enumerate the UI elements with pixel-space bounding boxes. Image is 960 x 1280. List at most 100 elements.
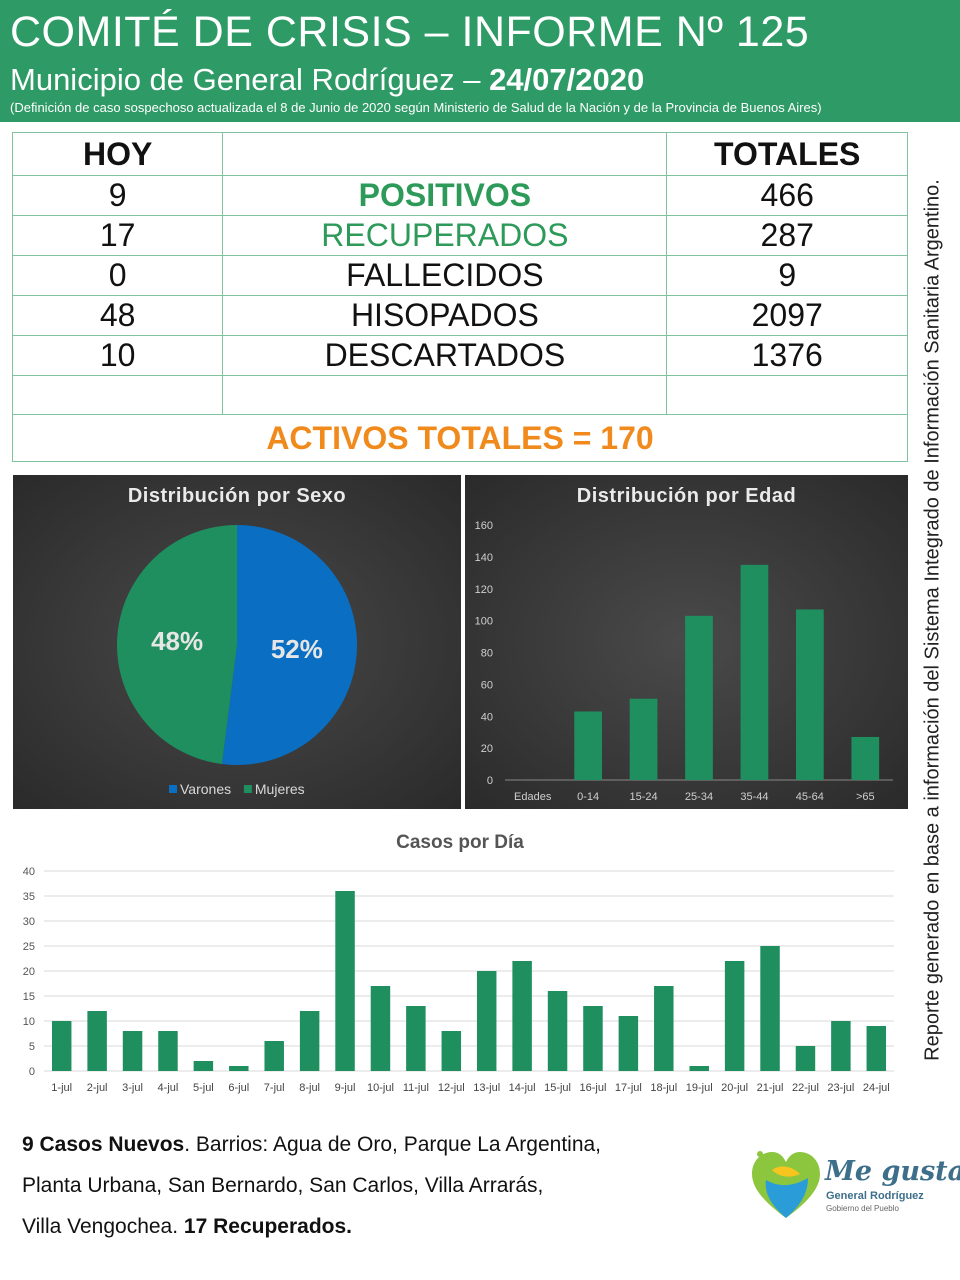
recovered-count: 17 Recuperados. (183, 1215, 352, 1238)
table-row: 9 POSITIVOS 466 (11, 175, 908, 216)
legend-swatch-varones (169, 785, 177, 793)
chart-panel-sexo: 52% 48% Varones Mujeres Distribución por Se… (13, 475, 461, 809)
blank-cell (666, 375, 908, 415)
bar (760, 946, 780, 1071)
legend-label-mujeres: Mujeres (255, 781, 305, 797)
bar (547, 991, 568, 1071)
y-tick-label: 20 (481, 743, 493, 755)
activos-totales: ACTIVOS TOTALES = 170 (12, 414, 908, 462)
x-tick-label: 24-jul (863, 1082, 890, 1094)
x-tick-label: 20-jul (721, 1082, 748, 1094)
x-tick-label: 10-jul (367, 1082, 394, 1094)
bar-chart-casos: 0 5 10 15 20 25 30 35 40 1-jul 2-jul 3-jul 4-jul 5-ju… (23, 866, 894, 1094)
bar (335, 891, 355, 1071)
y-tick-label: 140 (475, 552, 493, 564)
pie-slice-varones (221, 525, 357, 765)
row-total: 1376 (666, 335, 908, 376)
table-header-row: HOY TOTALES (11, 132, 908, 176)
y-tick-label: 25 (23, 941, 35, 953)
page-title: COMITÉ DE CRISIS – INFORME Nº 125 (10, 8, 810, 56)
x-tick-label: 14-jul (509, 1082, 536, 1094)
row-total: 287 (666, 215, 908, 256)
table-row-blank (11, 375, 908, 415)
new-cases-count: 9 Casos Nuevos (22, 1133, 185, 1156)
blank-cell (11, 375, 224, 415)
x-tick-label: 1-jul (51, 1082, 72, 1094)
bar (629, 698, 658, 780)
bar (441, 1031, 462, 1071)
y-tick-label: 20 (23, 966, 35, 978)
summary-table: HOY TOTALES 9 POSITIVOS 466 17 RECUPERAD… (11, 132, 908, 462)
table-row: 0 FALLECIDOS 9 (11, 255, 908, 296)
chart-panel-edad: 0 20 40 60 80 100 120 140 160 Edades 0-14 15-24 25-3… (465, 475, 908, 809)
y-tick-label: 40 (23, 866, 35, 878)
bar (193, 1061, 214, 1071)
bar (264, 1041, 284, 1071)
row-label-positivos: POSITIVOS (222, 175, 668, 216)
footer-line-1: 9 Casos Nuevos. Barrios: Agua de Oro, Pa… (22, 1124, 722, 1165)
bar (158, 1031, 178, 1071)
municipal-logo: Me gusta General Rodríguez Gobierno del … (750, 1148, 960, 1228)
footer-line-3: Villa Vengochea. 17 Recuperados. (22, 1206, 722, 1247)
heart-logo-icon (752, 1151, 820, 1218)
chart-title-sexo: Distribución por Sexo (127, 485, 347, 507)
pie-slice-mujeres (116, 525, 237, 765)
bar (370, 986, 391, 1071)
header-banner: COMITÉ DE CRISIS – INFORME Nº 125 Munici… (0, 0, 960, 122)
bar (583, 1006, 603, 1071)
header-empty (222, 132, 668, 176)
bar (618, 1016, 639, 1071)
x-tick-label: 17-jul (615, 1082, 642, 1094)
x-tick-label: 5-jul (193, 1082, 214, 1094)
x-tick-label: 4-jul (158, 1082, 179, 1094)
y-tick-label: 80 (481, 648, 493, 660)
x-tick-label: 2-jul (87, 1082, 108, 1094)
row-hoy: 9 (11, 175, 224, 216)
y-tick-label: 30 (23, 916, 35, 928)
chart-title-casos: Casos por Día (396, 832, 524, 853)
y-tick-label: 5 (29, 1041, 35, 1053)
logo-line-2: General Rodríguez (826, 1190, 924, 1202)
x-tick-label: 9-jul (335, 1082, 356, 1094)
bar (851, 736, 880, 780)
pie-data-label: 48% (151, 626, 203, 656)
row-hoy: 10 (11, 335, 224, 376)
bar (299, 1011, 320, 1071)
y-tick-label: 0 (29, 1066, 35, 1078)
y-tick-label: 35 (23, 891, 35, 903)
x-tick-label: Edades (514, 791, 552, 803)
x-tick-label: 7-jul (264, 1082, 285, 1094)
row-hoy: 48 (11, 295, 224, 336)
x-tick-label: 6-jul (228, 1082, 249, 1094)
x-tick-label: 18-jul (650, 1082, 677, 1094)
bar (229, 1066, 249, 1071)
report-date: 24/07/2020 (489, 62, 645, 97)
bar (831, 1021, 851, 1071)
pie-data-label: 52% (271, 634, 323, 664)
x-tick-label: 13-jul (473, 1082, 500, 1094)
bar (796, 609, 824, 780)
subtitle-municipio: Municipio de General Rodríguez – (10, 62, 481, 97)
legend-label-varones: Varones (180, 781, 231, 797)
x-tick-label: >65 (856, 791, 875, 803)
bar (574, 711, 602, 780)
row-label-hisopados: HISOPADOS (222, 295, 668, 336)
table-row: 48 HISOPADOS 2097 (11, 295, 908, 336)
row-label-descartados: DESCARTADOS (222, 335, 668, 376)
bar (724, 961, 745, 1071)
y-tick-label: 40 (481, 711, 493, 723)
x-tick-label: 11-jul (403, 1082, 429, 1094)
bar (512, 961, 532, 1071)
header-hoy: HOY (11, 132, 224, 176)
x-tick-label: 15-jul (544, 1082, 571, 1094)
y-tick-label: 10 (23, 1016, 35, 1028)
x-tick-label: 0-14 (577, 791, 599, 803)
x-tick-label: 19-jul (686, 1082, 713, 1094)
y-tick-label: 100 (475, 616, 493, 628)
barrios-line-1: . Barrios: Agua de Oro, Parque La Argent… (184, 1133, 602, 1156)
barrios-line-3: Villa Vengochea. (22, 1215, 184, 1238)
bar (51, 1021, 72, 1071)
x-tick-label: 15-24 (630, 791, 658, 803)
x-tick-label: 8-jul (299, 1082, 320, 1094)
source-note: Reporte generado en base a información d… (921, 179, 944, 1061)
